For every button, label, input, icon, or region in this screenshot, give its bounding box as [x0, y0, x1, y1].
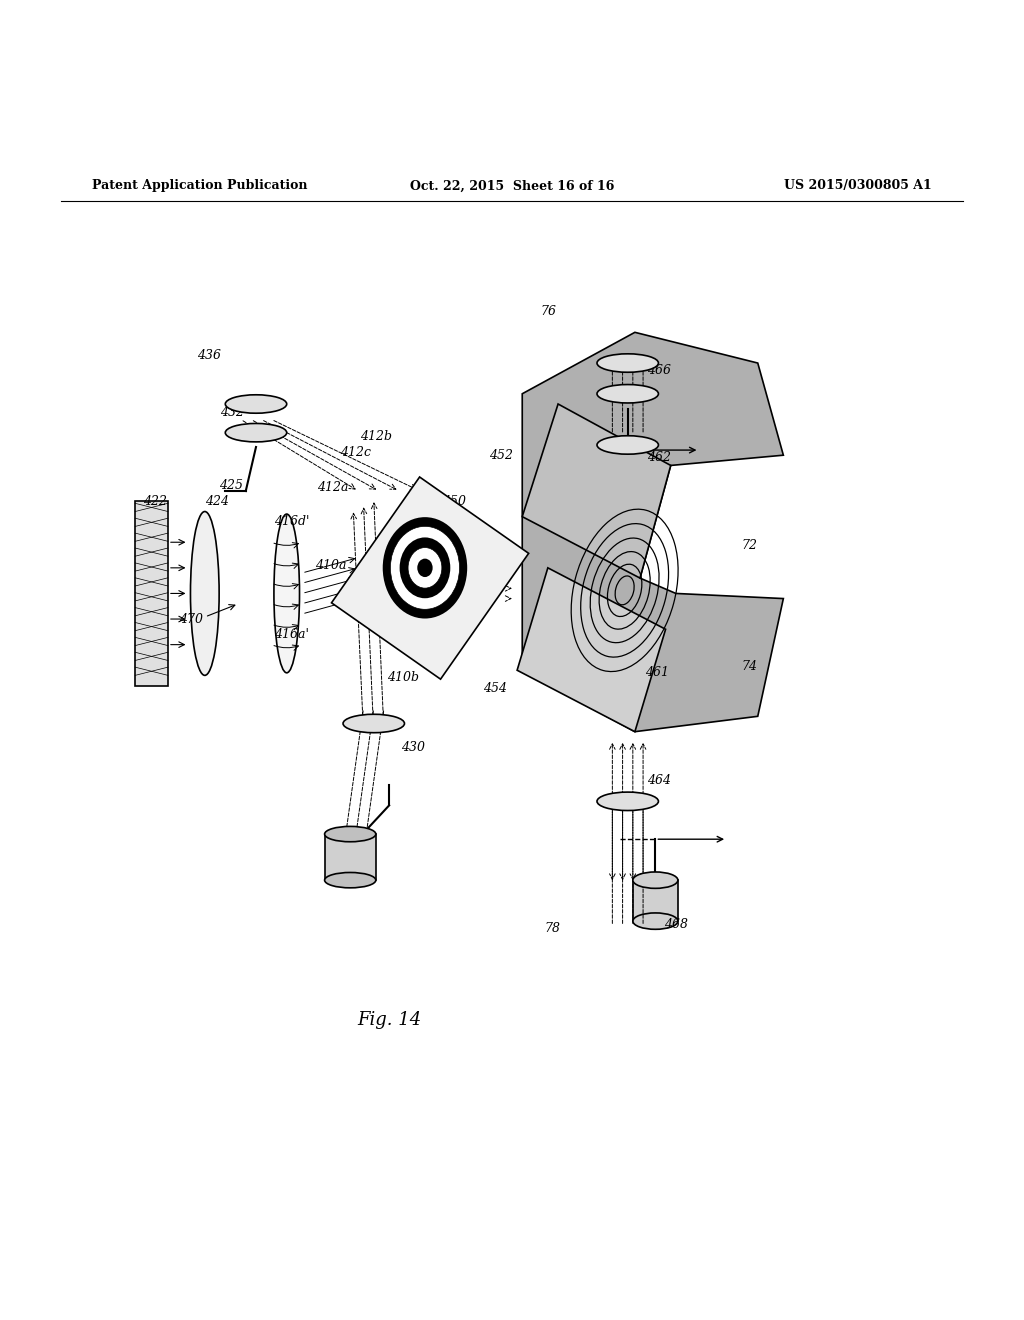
- Text: 416a': 416a': [274, 628, 309, 642]
- Text: 430: 430: [401, 741, 425, 754]
- Text: Fig. 14: Fig. 14: [357, 1011, 421, 1030]
- Bar: [325, 834, 376, 880]
- Ellipse shape: [418, 558, 432, 577]
- Text: 78: 78: [545, 921, 561, 935]
- Ellipse shape: [399, 537, 451, 598]
- Ellipse shape: [597, 354, 658, 372]
- Text: 462: 462: [647, 450, 671, 463]
- Text: 412b: 412b: [360, 430, 392, 444]
- Ellipse shape: [408, 548, 442, 589]
- Text: 425: 425: [219, 479, 243, 492]
- Text: 451: 451: [449, 512, 472, 525]
- Text: 76: 76: [541, 305, 557, 318]
- Text: 432: 432: [220, 405, 244, 418]
- Ellipse shape: [225, 395, 287, 413]
- Polygon shape: [633, 880, 678, 921]
- Ellipse shape: [325, 873, 376, 888]
- Text: 468: 468: [664, 917, 687, 931]
- Polygon shape: [332, 477, 528, 680]
- Ellipse shape: [597, 436, 658, 454]
- Text: 454: 454: [483, 682, 507, 696]
- Ellipse shape: [383, 517, 467, 619]
- Text: 416d': 416d': [274, 515, 310, 528]
- Ellipse shape: [597, 792, 658, 810]
- Ellipse shape: [274, 513, 300, 673]
- Text: 410b: 410b: [387, 671, 419, 684]
- Ellipse shape: [597, 384, 658, 403]
- Polygon shape: [522, 333, 783, 731]
- Text: 74: 74: [741, 660, 758, 673]
- Text: 466: 466: [647, 364, 671, 376]
- Text: 436: 436: [197, 350, 220, 363]
- Text: 410a: 410a: [315, 560, 347, 573]
- Polygon shape: [517, 568, 666, 731]
- Ellipse shape: [343, 714, 404, 733]
- Ellipse shape: [225, 424, 287, 442]
- Text: Oct. 22, 2015  Sheet 16 of 16: Oct. 22, 2015 Sheet 16 of 16: [410, 180, 614, 193]
- Text: 410c: 410c: [418, 656, 449, 668]
- Polygon shape: [522, 404, 671, 578]
- Text: 424: 424: [205, 495, 228, 508]
- Text: 450: 450: [442, 495, 466, 508]
- Text: Patent Application Publication: Patent Application Publication: [92, 180, 307, 193]
- Ellipse shape: [633, 913, 678, 929]
- Text: 412a: 412a: [317, 482, 349, 495]
- Text: 422: 422: [143, 495, 167, 508]
- Text: 412c: 412c: [340, 446, 371, 458]
- Text: 464: 464: [647, 775, 671, 787]
- Bar: [135, 502, 168, 685]
- Text: 434: 434: [353, 850, 377, 863]
- Ellipse shape: [633, 873, 678, 888]
- Ellipse shape: [190, 512, 219, 676]
- Text: US 2015/0300805 A1: US 2015/0300805 A1: [784, 180, 932, 193]
- Ellipse shape: [325, 826, 376, 842]
- Text: 72: 72: [741, 539, 758, 552]
- Ellipse shape: [390, 527, 460, 610]
- Text: 461: 461: [645, 665, 669, 678]
- Text: 470: 470: [179, 612, 203, 626]
- Text: 452: 452: [489, 449, 513, 462]
